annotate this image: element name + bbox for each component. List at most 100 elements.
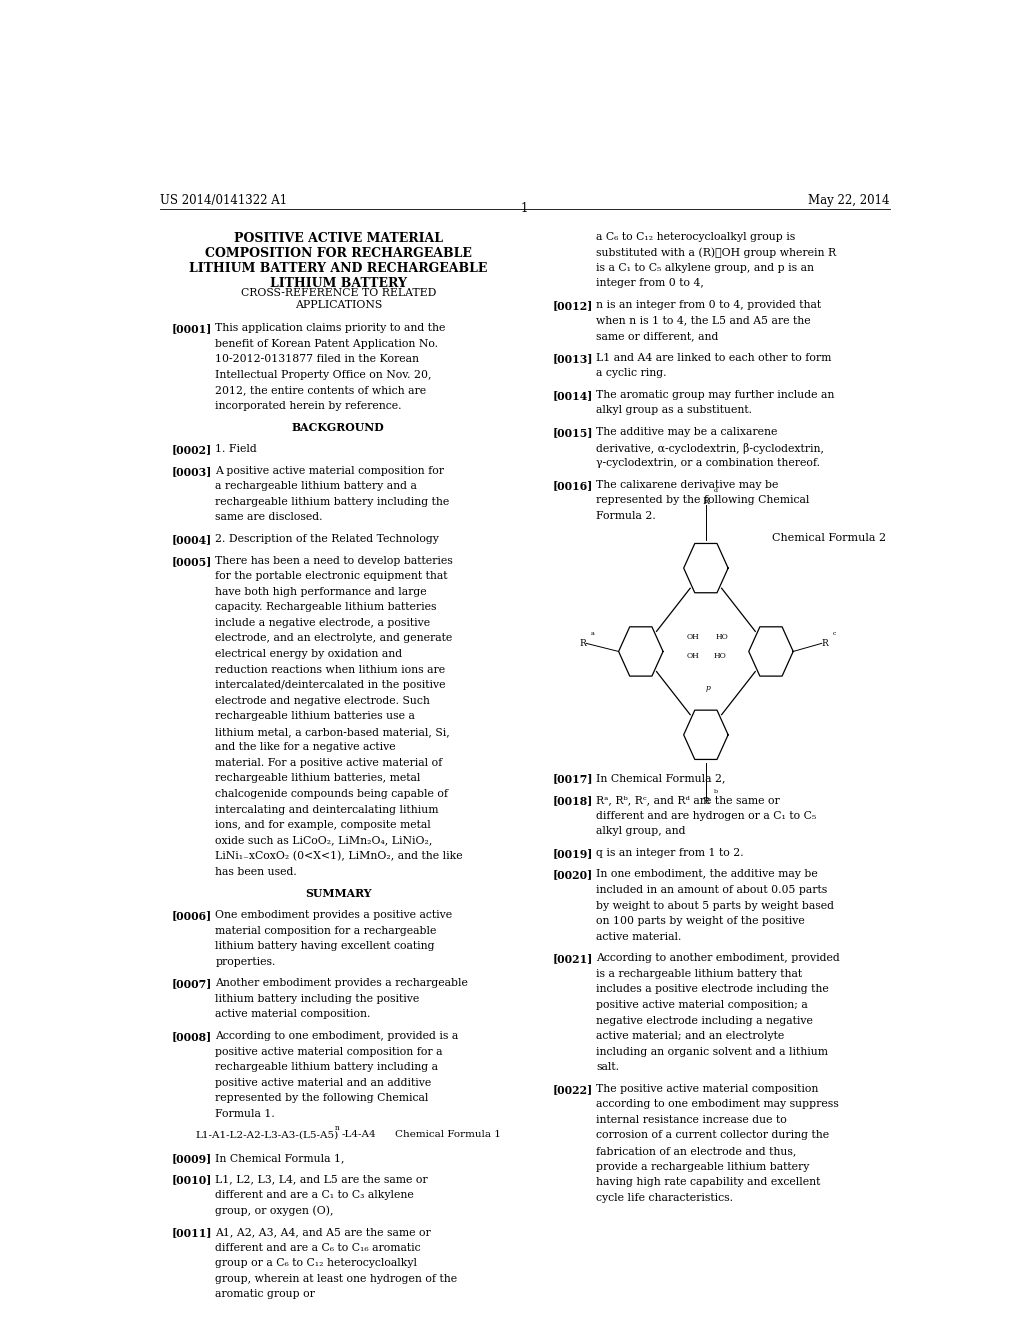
Text: oxide such as LiCoO₂, LiMn₂O₄, LiNiO₂,: oxide such as LiCoO₂, LiMn₂O₄, LiNiO₂,: [215, 836, 433, 846]
Text: L1-A1-L2-A2-L3-A3-(L5-A5): L1-A1-L2-A2-L3-A3-(L5-A5): [196, 1130, 339, 1139]
Text: positive active material and an additive: positive active material and an additive: [215, 1077, 431, 1088]
Text: [0007]: [0007]: [172, 978, 212, 989]
Text: including an organic solvent and a lithium: including an organic solvent and a lithi…: [596, 1047, 828, 1056]
Text: A1, A2, A3, A4, and A5 are the same or: A1, A2, A3, A4, and A5 are the same or: [215, 1228, 431, 1237]
Text: c: c: [833, 631, 837, 636]
Text: have both high performance and large: have both high performance and large: [215, 587, 427, 597]
Text: when n is 1 to 4, the L5 and A5 are the: when n is 1 to 4, the L5 and A5 are the: [596, 315, 811, 326]
Text: same are disclosed.: same are disclosed.: [215, 512, 323, 523]
Text: The aromatic group may further include an: The aromatic group may further include a…: [596, 389, 835, 400]
Text: L1, L2, L3, L4, and L5 are the same or: L1, L2, L3, L4, and L5 are the same or: [215, 1175, 428, 1184]
Text: different and are hydrogen or a C₁ to C₅: different and are hydrogen or a C₁ to C₅: [596, 810, 816, 821]
Text: material composition for a rechargeable: material composition for a rechargeable: [215, 925, 436, 936]
Text: fabrication of an electrode and thus,: fabrication of an electrode and thus,: [596, 1146, 797, 1156]
Text: 2012, the entire contents of which are: 2012, the entire contents of which are: [215, 385, 426, 395]
Text: [0016]: [0016]: [553, 479, 593, 491]
Text: salt.: salt.: [596, 1063, 620, 1072]
Text: n is an integer from 0 to 4, provided that: n is an integer from 0 to 4, provided th…: [596, 300, 821, 310]
Text: [0001]: [0001]: [172, 323, 212, 334]
Text: incorporated herein by reference.: incorporated herein by reference.: [215, 401, 401, 411]
Text: intercalating and deintercalating lithium: intercalating and deintercalating lithiu…: [215, 804, 439, 814]
Text: a rechargeable lithium battery and a: a rechargeable lithium battery and a: [215, 482, 417, 491]
Text: rechargeable lithium batteries, metal: rechargeable lithium batteries, metal: [215, 774, 421, 784]
Text: γ-cyclodextrin, or a combination thereof.: γ-cyclodextrin, or a combination thereof…: [596, 458, 820, 469]
Text: R: R: [702, 797, 710, 807]
Text: derivative, α-cyclodextrin, β-cyclodextrin,: derivative, α-cyclodextrin, β-cyclodextr…: [596, 442, 824, 454]
Text: include a negative electrode, a positive: include a negative electrode, a positive: [215, 618, 430, 628]
Text: According to another embodiment, provided: According to another embodiment, provide…: [596, 953, 840, 964]
Text: electrical energy by oxidation and: electrical energy by oxidation and: [215, 649, 402, 659]
Text: [0005]: [0005]: [172, 556, 212, 566]
Text: rechargeable lithium battery including a: rechargeable lithium battery including a: [215, 1063, 438, 1072]
Text: a C₆ to C₁₂ heterocycloalkyl group is: a C₆ to C₁₂ heterocycloalkyl group is: [596, 231, 796, 242]
Text: group or a C₆ to C₁₂ heterocycloalkyl: group or a C₆ to C₁₂ heterocycloalkyl: [215, 1258, 418, 1269]
Text: has been used.: has been used.: [215, 867, 297, 876]
Text: [0008]: [0008]: [172, 1031, 212, 1041]
Text: [0017]: [0017]: [553, 774, 593, 784]
Text: HO: HO: [716, 634, 728, 642]
Text: different and are a C₁ to C₃ alkylene: different and are a C₁ to C₃ alkylene: [215, 1191, 414, 1200]
Text: lithium battery including the positive: lithium battery including the positive: [215, 994, 420, 1005]
Text: 10-2012-0131877 filed in the Korean: 10-2012-0131877 filed in the Korean: [215, 354, 419, 364]
Text: R: R: [702, 496, 710, 506]
Text: active material.: active material.: [596, 932, 682, 941]
Text: group, or oxygen (O),: group, or oxygen (O),: [215, 1205, 334, 1216]
Text: L1 and A4 are linked to each other to form: L1 and A4 are linked to each other to fo…: [596, 352, 831, 363]
Text: active material; and an electrolyte: active material; and an electrolyte: [596, 1031, 784, 1041]
Text: b: b: [714, 789, 718, 795]
Text: benefit of Korean Patent Application No.: benefit of Korean Patent Application No.: [215, 339, 438, 348]
Text: electrode, and an electrolyte, and generate: electrode, and an electrolyte, and gener…: [215, 634, 453, 643]
Text: Chemical Formula 2: Chemical Formula 2: [772, 532, 886, 543]
Text: [0002]: [0002]: [172, 444, 212, 455]
Text: p: p: [706, 684, 711, 692]
Text: [0012]: [0012]: [553, 300, 593, 312]
Text: by weight to about 5 parts by weight based: by weight to about 5 parts by weight bas…: [596, 900, 835, 911]
Text: includes a positive electrode including the: includes a positive electrode including …: [596, 985, 829, 994]
Text: [0021]: [0021]: [553, 953, 593, 965]
Text: Rᵃ, Rᵇ, Rᶜ, and Rᵈ are the same or: Rᵃ, Rᵇ, Rᶜ, and Rᵈ are the same or: [596, 795, 780, 805]
Text: for the portable electronic equipment that: for the portable electronic equipment th…: [215, 572, 447, 581]
Text: [0004]: [0004]: [172, 535, 212, 545]
Text: lithium metal, a carbon-based material, Si,: lithium metal, a carbon-based material, …: [215, 727, 450, 737]
Text: included in an amount of about 0.05 parts: included in an amount of about 0.05 part…: [596, 884, 827, 895]
Text: d: d: [714, 488, 718, 494]
Text: integer from 0 to 4,: integer from 0 to 4,: [596, 279, 705, 288]
Text: May 22, 2014: May 22, 2014: [808, 194, 890, 207]
Text: In Chemical Formula 2,: In Chemical Formula 2,: [596, 774, 726, 784]
Text: positive active material composition for a: positive active material composition for…: [215, 1047, 442, 1056]
Text: cycle life characteristics.: cycle life characteristics.: [596, 1193, 733, 1203]
Text: The positive active material composition: The positive active material composition: [596, 1084, 818, 1094]
Text: BACKGROUND: BACKGROUND: [292, 422, 385, 433]
Text: electrode and negative electrode. Such: electrode and negative electrode. Such: [215, 696, 430, 706]
Text: OH: OH: [687, 634, 699, 642]
Text: According to one embodiment, provided is a: According to one embodiment, provided is…: [215, 1031, 459, 1041]
Text: [0020]: [0020]: [553, 870, 593, 880]
Text: rechargeable lithium batteries use a: rechargeable lithium batteries use a: [215, 711, 415, 721]
Text: POSITIVE ACTIVE MATERIAL
COMPOSITION FOR RECHARGEABLE
LITHIUM BATTERY AND RECHAR: POSITIVE ACTIVE MATERIAL COMPOSITION FOR…: [189, 231, 487, 289]
Text: 1: 1: [521, 202, 528, 215]
Text: reduction reactions when lithium ions are: reduction reactions when lithium ions ar…: [215, 664, 445, 675]
Text: a cyclic ring.: a cyclic ring.: [596, 368, 667, 379]
Text: In one embodiment, the additive may be: In one embodiment, the additive may be: [596, 870, 818, 879]
Text: active material composition.: active material composition.: [215, 1010, 371, 1019]
Text: rechargeable lithium battery including the: rechargeable lithium battery including t…: [215, 496, 450, 507]
Text: is a rechargeable lithium battery that: is a rechargeable lithium battery that: [596, 969, 803, 979]
Text: corrosion of a current collector during the: corrosion of a current collector during …: [596, 1130, 829, 1140]
Text: [0018]: [0018]: [553, 795, 593, 807]
Text: SUMMARY: SUMMARY: [305, 888, 372, 899]
Text: ions, and for example, composite metal: ions, and for example, composite metal: [215, 820, 431, 830]
Text: Formula 1.: Formula 1.: [215, 1109, 275, 1119]
Text: [0009]: [0009]: [172, 1152, 212, 1164]
Text: Chemical Formula 1: Chemical Formula 1: [395, 1130, 501, 1139]
Text: R: R: [821, 639, 828, 648]
Text: 1. Field: 1. Field: [215, 444, 257, 454]
Text: according to one embodiment may suppress: according to one embodiment may suppress: [596, 1100, 839, 1109]
Text: [0003]: [0003]: [172, 466, 212, 477]
Text: [0022]: [0022]: [553, 1084, 593, 1094]
Text: is a C₁ to C₅ alkylene group, and p is an: is a C₁ to C₅ alkylene group, and p is a…: [596, 263, 814, 273]
Text: This application claims priority to and the: This application claims priority to and …: [215, 323, 445, 333]
Text: chalcogenide compounds being capable of: chalcogenide compounds being capable of: [215, 789, 449, 799]
Text: One embodiment provides a positive active: One embodiment provides a positive activ…: [215, 909, 453, 920]
Text: LiNi₁₋xCoxO₂ (0<X<1), LiMnO₂, and the like: LiNi₁₋xCoxO₂ (0<X<1), LiMnO₂, and the li…: [215, 851, 463, 862]
Text: CROSS-REFERENCE TO RELATED
APPLICATIONS: CROSS-REFERENCE TO RELATED APPLICATIONS: [241, 289, 436, 310]
